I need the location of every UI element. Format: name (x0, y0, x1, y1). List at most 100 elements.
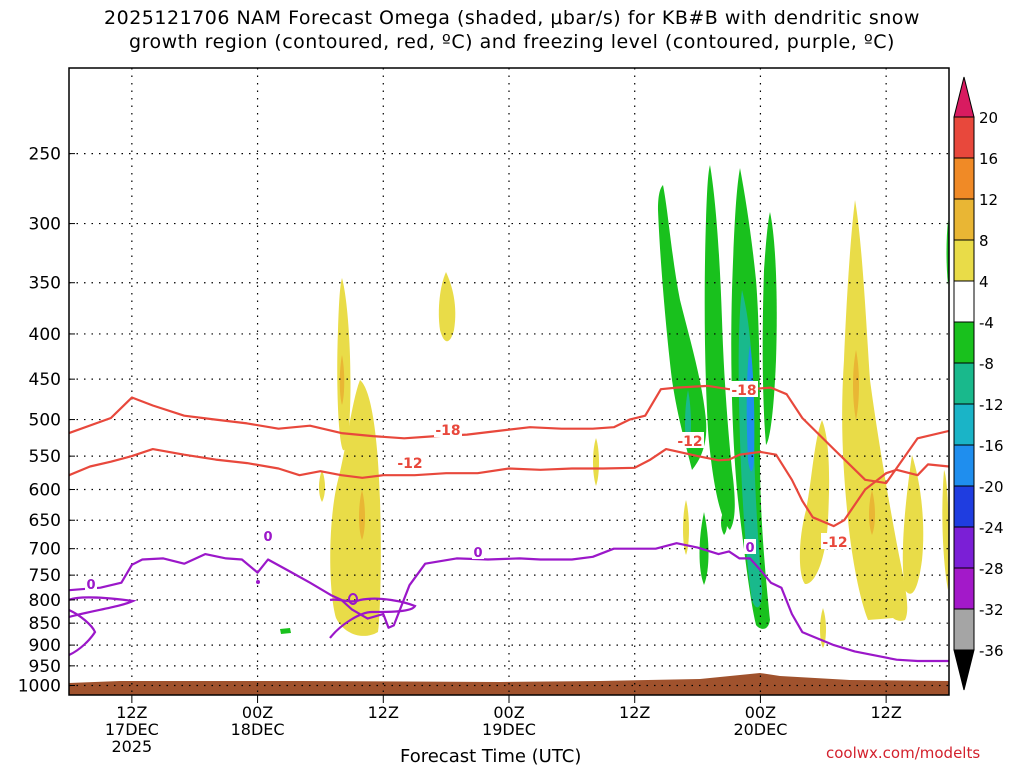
colorbar-label: -32 (979, 601, 1004, 619)
shade-yellow-10 (942, 470, 949, 590)
contour-line-purple (69, 596, 137, 619)
colorbar-label: -24 (979, 519, 1004, 537)
shade-yellow-6 (683, 500, 689, 555)
contour-label-bg (821, 533, 849, 549)
contour-label-bg (730, 381, 758, 397)
colorbar-label: 4 (979, 273, 989, 291)
contour-label-red: -12 (822, 535, 847, 551)
y-tick-label: 850 (29, 614, 61, 634)
contour-label-red: -12 (397, 456, 422, 472)
colorbar-label: 20 (979, 109, 998, 127)
shade-yellow-4 (319, 470, 325, 502)
y-tick-label: 350 (29, 274, 61, 294)
x-tick-label: 12Z (116, 703, 147, 722)
shade-green-2 (704, 165, 735, 530)
colorbar-swatch (953, 116, 975, 159)
colorbar-top-arrow (953, 76, 975, 118)
shade-green-6 (721, 510, 727, 535)
y-tick-label: 950 (29, 657, 61, 677)
colorbar-bottom-arrow (953, 649, 975, 691)
y-tick-label: 450 (29, 370, 61, 390)
y-tick-label: 550 (29, 447, 61, 467)
shade-yellow-9 (902, 455, 924, 594)
colorbar-swatch (953, 608, 975, 651)
x-axis-label: Forecast Time (UTC) (400, 746, 582, 767)
colorbar-swatch (953, 157, 975, 200)
colorbar-label: -36 (979, 642, 1004, 660)
x-tick-label: 12Z (619, 703, 650, 722)
y-tick-label: 750 (29, 566, 61, 586)
shade-yellow-5 (593, 438, 599, 486)
x-tick-label: 18DEC (231, 720, 285, 739)
x-tick-label: 20DEC (733, 720, 787, 739)
colorbar-swatch (953, 526, 975, 569)
omega-shading (280, 165, 949, 648)
y-tick-label: 500 (29, 411, 61, 431)
contour-label-red: -18 (435, 423, 460, 439)
contour-line-red (69, 384, 949, 485)
colorbar-swatch (953, 485, 975, 528)
y-tick-label: 300 (29, 215, 61, 235)
colorbar-label: 16 (979, 150, 998, 168)
contour-line-purple (329, 597, 417, 639)
y-tick-label: 400 (29, 325, 61, 345)
x-tick-label: 00Z (745, 703, 776, 722)
colorbar-label: -28 (979, 560, 1004, 578)
contour-line-red (69, 448, 949, 528)
contour-label-purple: 0 (745, 541, 754, 556)
contour-label-purple: 0 (473, 546, 482, 561)
colorbar-swatch (953, 362, 975, 405)
y-tick-label: 800 (29, 591, 61, 611)
y-tick-label: 1000 (18, 677, 61, 697)
contour-label-bg (262, 528, 274, 543)
contour-line-purple (348, 593, 358, 605)
x-tick-label: 19DEC (482, 720, 536, 739)
contour-label-bg (396, 454, 424, 470)
contour-lines (69, 384, 949, 663)
gridlines (69, 68, 949, 695)
colorbar-label: -4 (979, 314, 994, 332)
x-tick-label: 00Z (242, 703, 273, 722)
shade-green-4 (762, 212, 777, 445)
colorbar-label: -20 (979, 478, 1004, 496)
shade-green-8 (280, 628, 291, 634)
contour-label-purple: 0 (86, 578, 95, 593)
contour-label-bg (434, 421, 462, 437)
x-tick-label: 00Z (493, 703, 524, 722)
x-tick-label: 12Z (368, 703, 399, 722)
colorbar-label: -8 (979, 355, 994, 373)
contour-line-purple (69, 542, 949, 663)
colorbar: 20 16 12 8 4 -4 -8 -12 -16 -20 -24 -28 -32 -36 (953, 76, 1004, 691)
shade-orange-1 (339, 355, 345, 405)
contour-label-red: -18 (731, 383, 756, 399)
colorbar-swatch (953, 444, 975, 487)
colorbar-swatch (953, 403, 975, 446)
y-tick-label: 900 (29, 636, 61, 656)
colorbar-swatch (953, 239, 975, 282)
title-line-1: 2025121706 NAM Forecast Omega (shaded, μ… (104, 7, 920, 29)
contour-line-purple (256, 580, 260, 584)
y-tick-label: 650 (29, 511, 61, 531)
shade-orange-2 (359, 490, 365, 540)
y-tick-label: 250 (29, 145, 61, 165)
contour-label-bg (472, 544, 484, 559)
shade-yellow-3 (438, 272, 456, 342)
y-tick-label: 600 (29, 481, 61, 501)
colorbar-swatch (953, 567, 975, 610)
shade-orange-3 (853, 350, 859, 420)
contour-label-red: -12 (677, 434, 702, 450)
contour-label-purple: 0 (263, 530, 272, 545)
contour-line-purple (69, 608, 97, 657)
shade-yellow-1 (337, 278, 351, 451)
colorbar-label: 12 (979, 191, 998, 209)
y-axis-ticks: 2503003504004505005506006507007508008509… (18, 145, 75, 697)
colorbar-label: 8 (979, 232, 989, 250)
x-tick-label: 17DEC (105, 720, 159, 739)
colorbar-swatch (953, 321, 975, 364)
shade-orange-4 (869, 490, 875, 535)
colorbar-label: -16 (979, 437, 1004, 455)
shade-yellow-7 (842, 200, 908, 621)
shade-yellow-2 (330, 380, 381, 636)
